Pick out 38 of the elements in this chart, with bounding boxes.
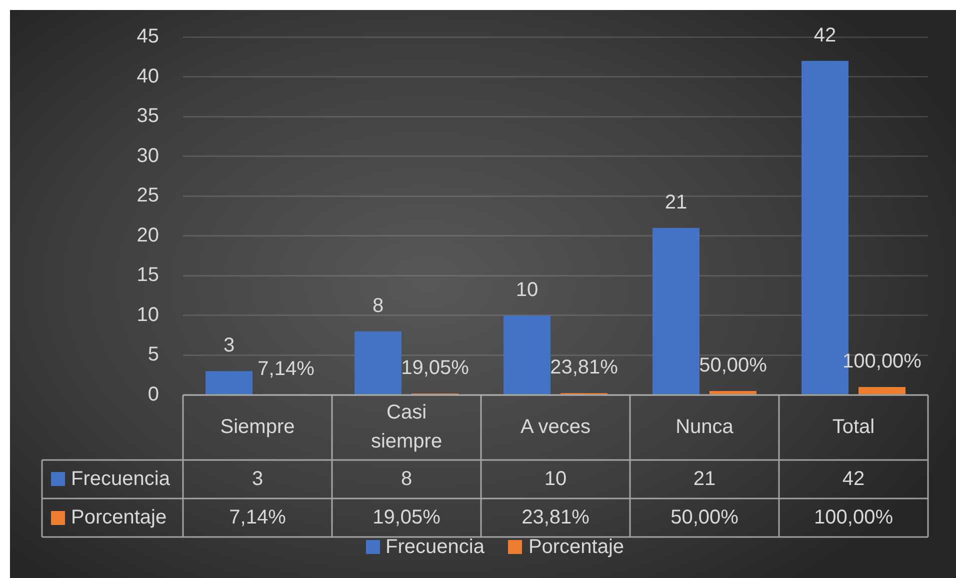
data-label: 7,14% <box>229 506 286 528</box>
legend-label: Porcentaje <box>528 536 624 558</box>
y-tick-label: 20 <box>136 224 159 246</box>
y-tick-label: 10 <box>136 304 159 326</box>
text: 50,00% <box>699 354 767 377</box>
text: 42 <box>814 24 836 46</box>
text: 23,81% <box>550 356 618 379</box>
text: 19,05% <box>401 357 469 379</box>
text: Porcentaje <box>71 506 167 528</box>
data-label: 10 <box>544 468 567 490</box>
x-tick-label: Total <box>832 416 875 438</box>
text: Frecuencia <box>386 536 484 558</box>
x-tick-label: Casi siempre <box>370 402 442 453</box>
y-tick-label: 0 <box>148 384 159 406</box>
data-label: 100,00% <box>814 506 894 528</box>
y-tick-label: 5 <box>148 344 159 366</box>
data-label: 8 <box>400 468 412 490</box>
text: 7,14% <box>258 358 314 380</box>
text: 3 <box>223 334 235 357</box>
y-tick-label: 35 <box>136 105 159 128</box>
y-tick-label: 25 <box>136 184 159 207</box>
y-tick-label: 15 <box>136 264 159 286</box>
x-tick-label: Nunca <box>676 416 734 438</box>
x-tick-label: A veces <box>520 416 591 438</box>
y-tick-label: 45 <box>136 26 159 48</box>
x-tick-label: Siempre <box>220 416 295 438</box>
y-tick-label: 40 <box>136 65 159 88</box>
legend-label: Frecuencia <box>71 468 171 490</box>
data-label: 23,81% <box>522 506 590 528</box>
data-label: 3 <box>252 468 264 490</box>
data-label: 21 <box>693 468 716 490</box>
text: 10 <box>516 278 538 301</box>
data-label: 50,00% <box>670 506 739 528</box>
text: 8 <box>372 294 384 317</box>
data-label: 19,05% <box>372 506 441 528</box>
y-tick-label: 30 <box>136 144 159 167</box>
data-label: 42 <box>842 468 865 490</box>
text: 21 <box>664 191 688 214</box>
